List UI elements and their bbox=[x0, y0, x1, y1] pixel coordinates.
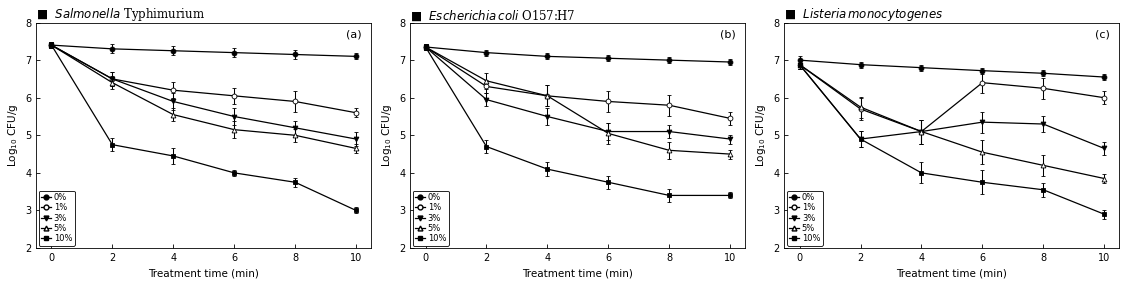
Legend: 0%, 1%, 3%, 5%, 10%: 0%, 1%, 3%, 5%, 10% bbox=[38, 191, 74, 246]
X-axis label: Treatment time (min): Treatment time (min) bbox=[522, 268, 633, 278]
Text: $\blacksquare$  $\mathit{Listeria\/monocytogenes}$: $\blacksquare$ $\mathit{Listeria\/monocy… bbox=[784, 6, 944, 22]
Legend: 0%, 1%, 3%, 5%, 10%: 0%, 1%, 3%, 5%, 10% bbox=[786, 191, 822, 246]
X-axis label: Treatment time (min): Treatment time (min) bbox=[148, 268, 259, 278]
Legend: 0%, 1%, 3%, 5%, 10%: 0%, 1%, 3%, 5%, 10% bbox=[413, 191, 449, 246]
Text: (b): (b) bbox=[720, 29, 736, 39]
Y-axis label: Log$_{10}$ CFU/g: Log$_{10}$ CFU/g bbox=[754, 103, 767, 167]
Text: (c): (c) bbox=[1095, 29, 1109, 39]
Text: $\blacksquare$  $\mathit{Escherichia\/coli}$ O157:H7: $\blacksquare$ $\mathit{Escherichia\/col… bbox=[411, 8, 576, 22]
Text: $\blacksquare$  $\mathit{Salmonella}$ Typhimurium: $\blacksquare$ $\mathit{Salmonella}$ Typ… bbox=[36, 6, 205, 22]
Y-axis label: Log$_{10}$ CFU/g: Log$_{10}$ CFU/g bbox=[6, 103, 19, 167]
X-axis label: Treatment time (min): Treatment time (min) bbox=[897, 268, 1007, 278]
Y-axis label: Log$_{10}$ CFU/g: Log$_{10}$ CFU/g bbox=[379, 103, 394, 167]
Text: (a): (a) bbox=[345, 29, 361, 39]
